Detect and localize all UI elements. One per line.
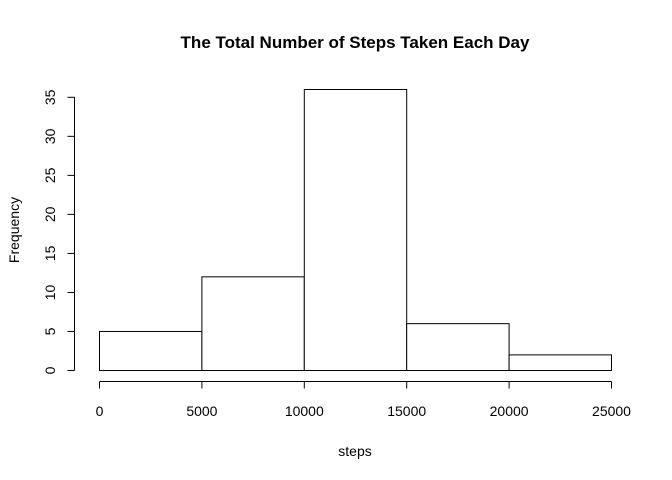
histogram-bar [99,330,203,372]
x-tick-label: 5000 [186,403,217,419]
x-tick-label: 10000 [285,403,324,419]
x-tick-label: 15000 [387,403,426,419]
histogram-bar [303,89,408,371]
histogram-bar [406,323,510,371]
x-tick-label: 0 [96,403,104,419]
chart-title: The Total Number of Steps Taken Each Day [181,33,530,52]
y-tick-label: 30 [42,128,58,144]
y-tick-label: 20 [42,206,58,222]
y-axis-label: Frequency [6,197,22,263]
y-axis: 0 5 10 15 20 25 30 35 [42,89,75,374]
y-tick-label: 5 [42,327,58,335]
x-tick-label: 20000 [490,403,529,419]
bars-layer [99,89,613,372]
y-tick-label: 25 [42,167,58,183]
x-tick-label: 25000 [592,403,631,419]
y-tick-label: 35 [42,89,58,105]
x-axis: 0 5000 10000 15000 20000 25000 [96,381,631,419]
histogram-bar [201,276,305,372]
x-axis-label: steps [338,443,371,459]
y-tick-label: 15 [42,245,58,261]
y-tick-label: 0 [42,366,58,374]
y-tick-label: 10 [42,284,58,300]
histogram-bar [508,354,613,371]
